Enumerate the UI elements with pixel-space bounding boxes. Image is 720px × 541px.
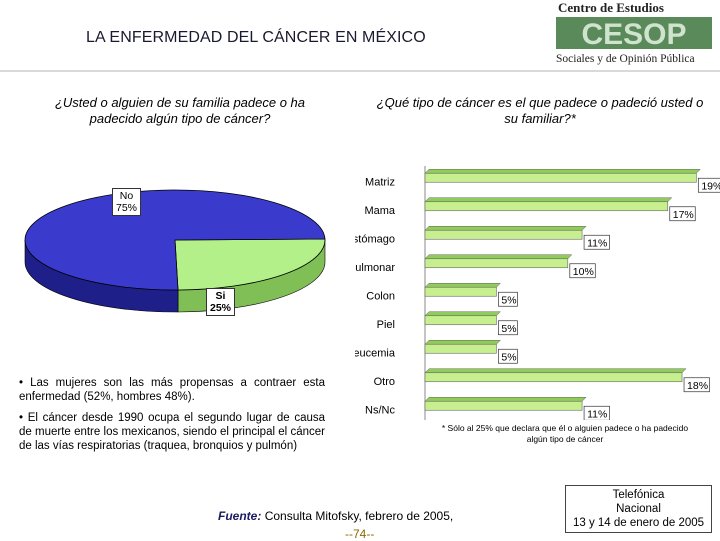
pie-slice-no [24,189,326,291]
bar-value-label: 5% [501,294,516,306]
pie-slice-si [174,238,326,291]
bar-category-label: Mama [364,205,395,217]
bar-category-label: Matriz [365,176,395,188]
bar-category-label: Ns/Nc [365,404,395,416]
source-line: Fuente: Consulta Mitofsky, febrero de 20… [218,509,453,523]
bar-value-box [697,177,720,193]
pie-label-no-value: 75% [116,202,138,214]
bar-top-face [424,197,673,202]
bar-matriz [424,172,697,183]
bar-value-box [669,206,696,222]
bar-value-box [583,234,610,250]
bar-top-face [424,340,502,345]
logo-line2: Sociales y de Opinión Pública [556,53,695,65]
bar-category-label: Estómago [355,233,395,245]
pie-label-si: Si 25% [206,288,236,316]
bar-value-label: 19% [701,180,720,192]
bar-category-label: Leucemia [355,347,396,359]
bar-top-face [424,311,502,316]
bar-value-box [498,320,518,336]
page-title: LA ENFERMEDAD DEL CÁNCER EN MÉXICO [86,29,426,46]
pie-label-no: No 75% [112,188,142,216]
bar-category-label: Otro [374,376,395,388]
page-number: --74-- [345,527,375,541]
bar-estómago [424,229,583,240]
provider-line3: 13 y 14 de enero de 2005 [572,517,705,529]
pie-label-si-value: 25% [210,302,232,314]
bar-value-label: 17% [673,209,694,221]
bar-chart: Matriz 19% Mama 17% Estómago 11% Pulmonar 10% Co… [355,166,720,420]
bar-value-box [683,377,710,393]
bar-ns/nc [424,400,583,411]
bar-value-label: 18% [687,380,708,392]
note-women: • Las mujeres son las más propensas a co… [19,377,325,403]
source-label: Fuente: [218,509,262,523]
bar-value-label: 5% [501,351,516,363]
bar-mama [424,201,669,212]
bar-value-label: 10% [573,266,594,278]
logo-block [556,17,712,49]
logo-mark: CESOP [581,18,686,51]
bar-category-label: Piel [377,319,395,331]
bar-top-face [424,169,701,174]
source-text: Consulta Mitofsky, febrero de 2005, [264,509,454,523]
bar-value-box [569,263,596,279]
bar-value-box [583,405,610,420]
bar-colon [424,286,497,297]
bar-top-face [424,397,587,402]
cesop-logo: Centro de Estudios CESOP Sociales y de O… [556,0,712,65]
bar-value-label: 11% [587,237,607,249]
bar-question: ¿Qué tipo de cáncer es el que padece o p… [376,95,704,126]
bar-value-box [498,291,518,307]
bar-top-face [424,368,687,373]
bar-category-label: Colon [366,290,395,302]
pie-chart [24,189,326,313]
provider-line1: Telefónica [612,489,665,501]
bar-top-face [424,254,573,259]
note-mortality: • El cáncer desde 1990 ocupa el segundo … [19,412,325,452]
chart-footnote: * Sólo al 25% que declara que él o algui… [441,423,689,444]
pie-label-no-name: No [119,190,134,202]
pie-question: ¿Usted o alguien de su familia padece o … [54,95,306,126]
title-divider [0,70,720,72]
bar-piel [424,315,497,326]
bar-top-face [424,283,502,288]
logo-line1: Centro de Estudios [558,0,664,15]
bar-leucemia [424,343,497,354]
bar-value-label: 11% [587,408,607,420]
bar-value-box [498,348,518,364]
pie-label-si-name: Si [215,290,226,302]
provider-line2: Nacional [616,503,661,515]
bar-value-label: 5% [501,323,516,335]
bar-top-face [424,226,587,231]
bar-otro [424,372,683,383]
bar-category-label: Pulmonar [355,262,395,274]
bar-pulmonar [424,258,569,269]
survey-provider-box: Telefónica Nacional 13 y 14 de enero de … [565,485,712,533]
